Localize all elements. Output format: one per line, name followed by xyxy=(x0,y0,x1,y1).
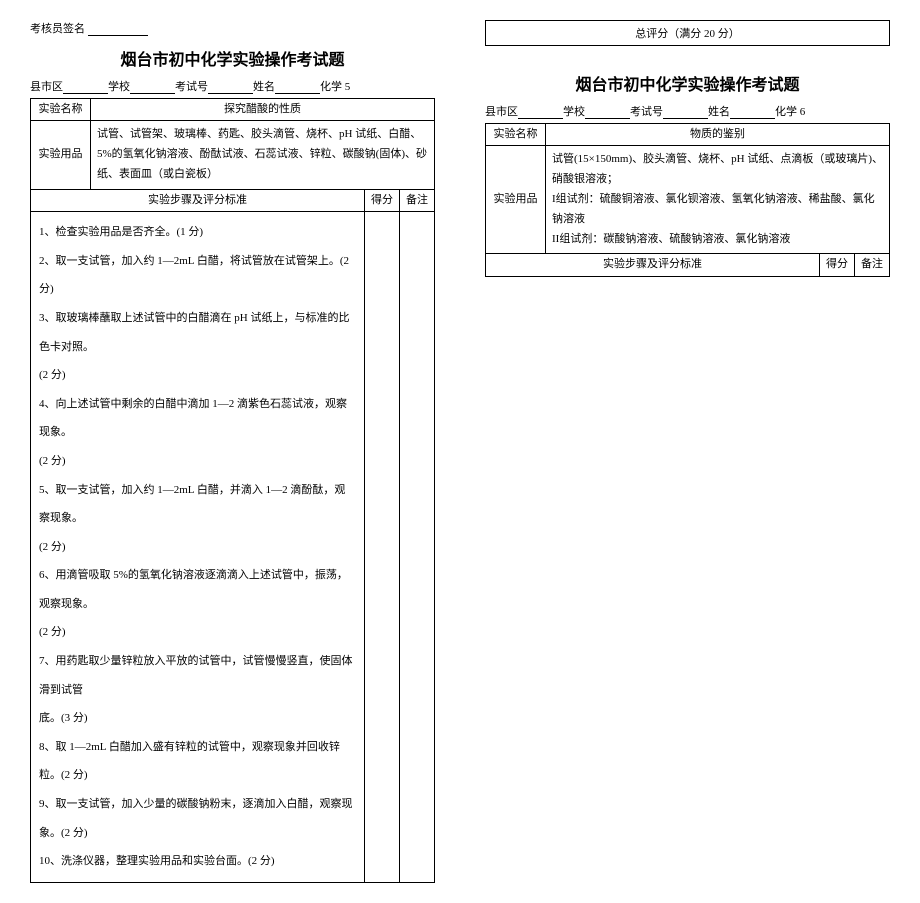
score-header: 得分 xyxy=(365,189,400,211)
total-score-box: 总评分（满分 20 分） xyxy=(485,20,890,46)
note-header-r: 备注 xyxy=(855,254,890,276)
score-header-r: 得分 xyxy=(820,254,855,276)
subject-label-r: 化学 6 xyxy=(775,103,805,119)
exp-name-value: 探究醋酸的性质 xyxy=(91,99,435,121)
exp-name-label: 实验名称 xyxy=(31,99,91,121)
note-header: 备注 xyxy=(400,189,435,211)
signature-label: 考核员签名 xyxy=(30,23,85,35)
name-label-r: 姓名 xyxy=(708,103,775,119)
left-info-line: 县市区 学校 考试号 姓名 化学 5 xyxy=(30,78,435,94)
supplies-label-r: 实验用品 xyxy=(486,146,546,254)
examno-label: 考试号 xyxy=(175,78,253,94)
right-info-line: 县市区 学校 考试号 姓名 化学 6 xyxy=(485,103,890,119)
steps-header-r: 实验步骤及评分标准 xyxy=(486,254,820,276)
exp-name-label-r: 实验名称 xyxy=(486,124,546,146)
district-label: 县市区 xyxy=(30,78,108,94)
page-container: 考核员签名 烟台市初中化学实验操作考试题 县市区 学校 考试号 姓名 化学 5 … xyxy=(0,0,920,903)
right-title: 烟台市初中化学实验操作考试题 xyxy=(485,71,890,95)
signature-line: 考核员签名 xyxy=(30,20,435,36)
left-column: 考核员签名 烟台市初中化学实验操作考试题 县市区 学校 考试号 姓名 化学 5 … xyxy=(30,20,435,883)
exp-name-value-r: 物质的鉴别 xyxy=(546,124,890,146)
note-col xyxy=(400,212,435,883)
supplies-label: 实验用品 xyxy=(31,121,91,189)
district-label-r: 县市区 xyxy=(485,103,563,119)
school-label: 学校 xyxy=(108,78,175,94)
steps-header: 实验步骤及评分标准 xyxy=(31,189,365,211)
examno-label-r: 考试号 xyxy=(630,103,708,119)
school-label-r: 学校 xyxy=(563,103,630,119)
left-table: 实验名称 探究醋酸的性质 实验用品 试管、试管架、玻璃棒、药匙、胶头滴管、烧杯、… xyxy=(30,98,435,883)
supplies-value-r: 试管(15×150mm)、胶头滴管、烧杯、pH 试纸、点滴板（或玻璃片)、 硝酸… xyxy=(546,146,890,254)
left-title: 烟台市初中化学实验操作考试题 xyxy=(30,46,435,70)
steps-content: 1、检查实验用品是否齐全。(1 分) 2、取一支试管，加入约 1—2mL 白醋，… xyxy=(31,212,365,883)
supplies-value: 试管、试管架、玻璃棒、药匙、胶头滴管、烧杯、pH 试纸、白醋、5%的氢氧化钠溶液… xyxy=(91,121,435,189)
signature-underline xyxy=(88,24,148,36)
name-label: 姓名 xyxy=(253,78,320,94)
subject-label: 化学 5 xyxy=(320,78,350,94)
score-col xyxy=(365,212,400,883)
right-table: 实验名称 物质的鉴别 实验用品 试管(15×150mm)、胶头滴管、烧杯、pH … xyxy=(485,123,890,277)
right-column: 总评分（满分 20 分） 烟台市初中化学实验操作考试题 县市区 学校 考试号 姓… xyxy=(485,20,890,883)
